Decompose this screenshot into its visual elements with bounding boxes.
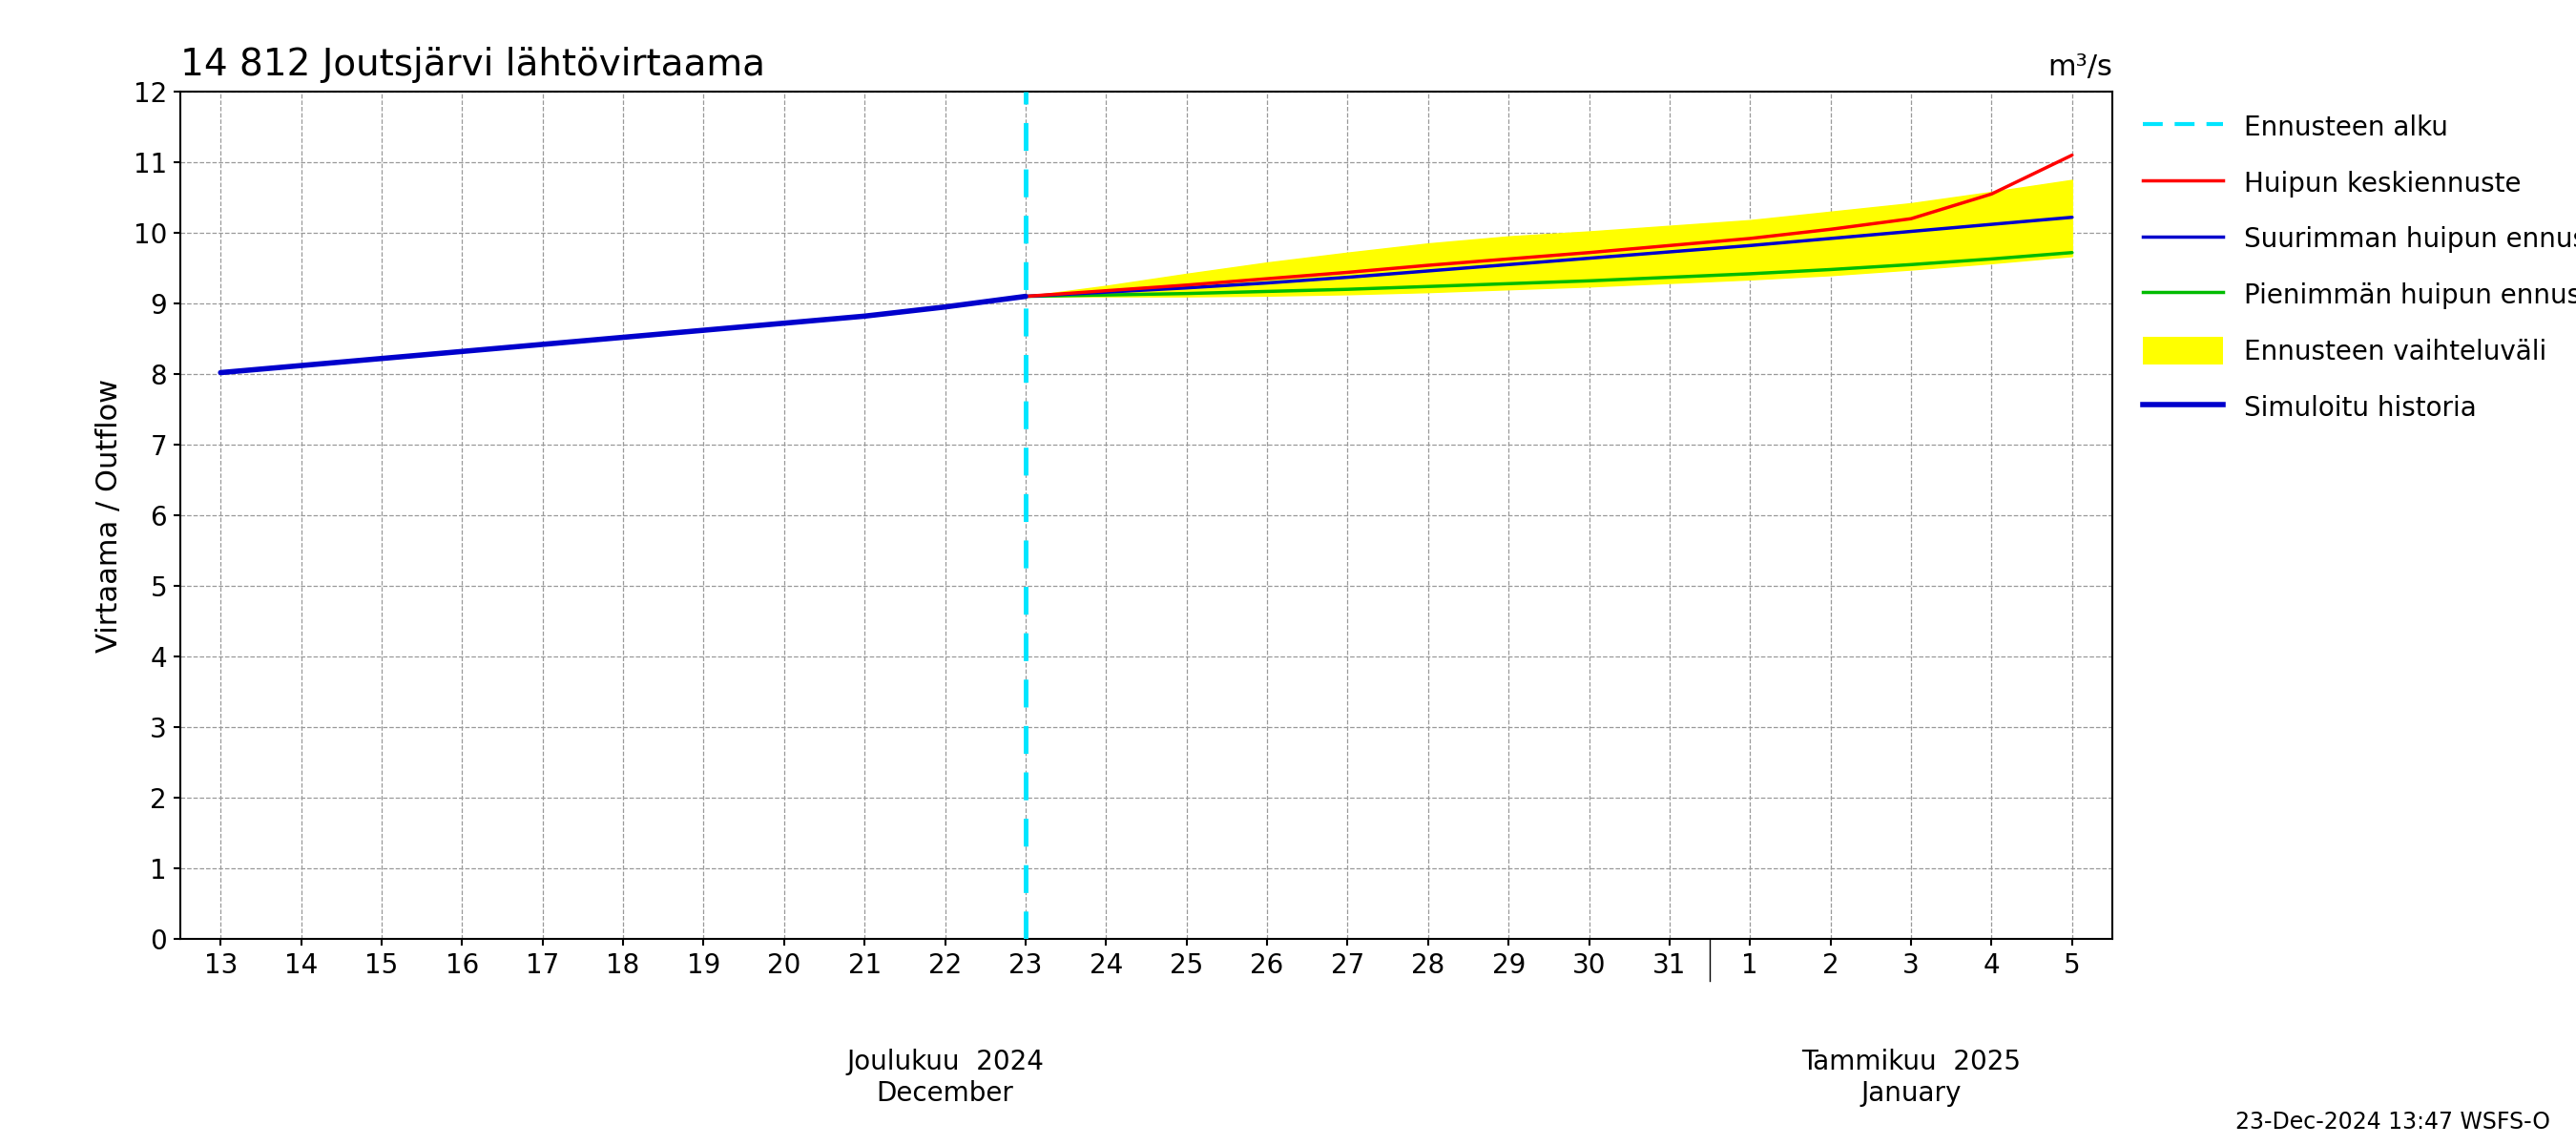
Text: 23-Dec-2024 13:47 WSFS-O: 23-Dec-2024 13:47 WSFS-O xyxy=(2236,1111,2550,1134)
Text: 14 812 Joutsjärvi lähtövirtaama: 14 812 Joutsjärvi lähtövirtaama xyxy=(180,47,765,84)
Text: Joulukuu  2024
December: Joulukuu 2024 December xyxy=(848,1049,1043,1107)
Legend: Ennusteen alku, Huipun keskiennuste, Suurimman huipun ennuste, Pienimmän huipun : Ennusteen alku, Huipun keskiennuste, Suu… xyxy=(2136,105,2576,429)
Text: m³/s: m³/s xyxy=(2048,54,2112,81)
Y-axis label: Virtaama / Outflow: Virtaama / Outflow xyxy=(95,378,124,653)
Text: Tammikuu  2025
January: Tammikuu 2025 January xyxy=(1801,1049,2020,1107)
